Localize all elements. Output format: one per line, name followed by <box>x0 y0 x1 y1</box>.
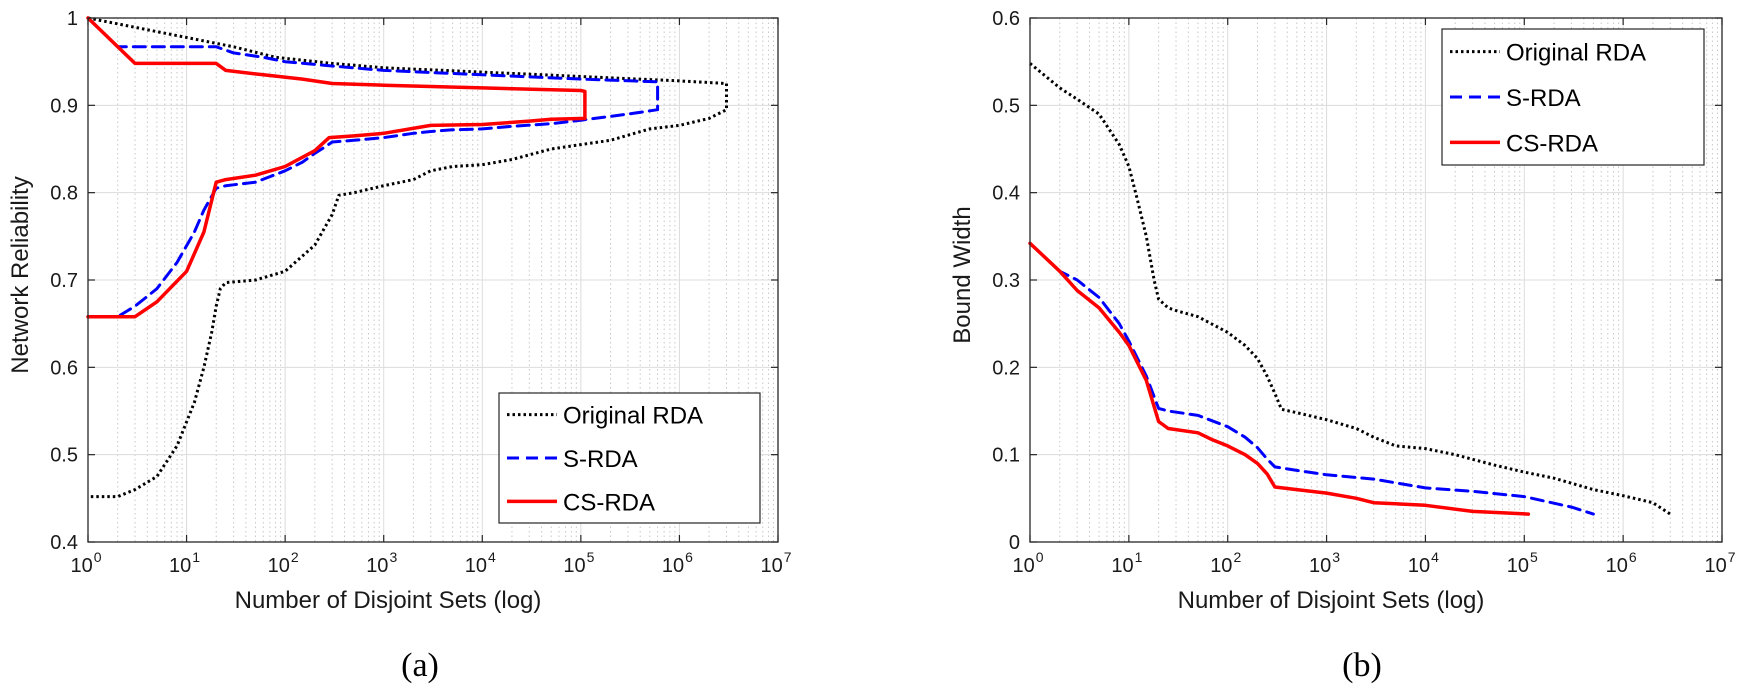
y-tick-label: 0.5 <box>50 445 78 467</box>
y-axis-label: Bound Width <box>949 206 976 343</box>
x-tick-label: 104 <box>1408 549 1439 577</box>
x-tick-label: 105 <box>1507 549 1538 577</box>
x-axis-label: Number of Disjoint Sets (log) <box>235 587 542 614</box>
y-tick-label: 0.6 <box>992 8 1020 30</box>
x-tick-label: 103 <box>366 549 397 577</box>
x-axis-label: Number of Disjoint Sets (log) <box>1178 587 1485 614</box>
y-tick-label: 0.2 <box>992 357 1020 379</box>
x-tick-label: 103 <box>1309 549 1340 577</box>
legend-label: S-RDA <box>563 446 638 473</box>
y-tick-label: 0.7 <box>50 270 78 292</box>
series-line-s-rda <box>86 16 660 319</box>
x-tick-label: 101 <box>1111 549 1142 577</box>
y-tick-label: 1 <box>67 8 78 30</box>
y-tick-label: 0.8 <box>50 183 78 205</box>
legend-label: CS-RDA <box>563 489 655 516</box>
chart-panel-0: 100 101 102 103 104 105 106 107 0.4 0.5 0.6 0.7 0.8 0… <box>7 8 792 684</box>
legend-label: Original RDA <box>563 403 703 430</box>
y-tick-label: 0.4 <box>992 183 1020 205</box>
x-tick-label: 102 <box>268 549 299 577</box>
y-tick-label: 0.6 <box>50 357 78 379</box>
legend: Original RDA S-RDA CS-RDA <box>498 392 761 524</box>
x-tick-label: 104 <box>465 549 496 577</box>
series-line-cs-rda <box>1028 241 1531 516</box>
panel-caption: (a) <box>401 647 439 684</box>
x-tick-label: 106 <box>662 549 693 577</box>
x-tick-label: 102 <box>1210 549 1241 577</box>
legend-label: S-RDA <box>1506 85 1581 112</box>
y-tick-label: 0.3 <box>992 270 1020 292</box>
y-tick-label: 0.1 <box>992 445 1020 467</box>
legend: Original RDA S-RDA CS-RDA <box>1441 28 1705 166</box>
y-tick-label: 0.9 <box>50 95 78 117</box>
legend-label: Original RDA <box>1506 40 1646 67</box>
series-line-s-rda <box>1028 241 1595 516</box>
x-tick-label: 107 <box>1704 549 1735 577</box>
x-tick-label: 107 <box>760 549 791 577</box>
x-tick-label: 105 <box>563 549 594 577</box>
series-line-cs-rda <box>86 16 587 319</box>
x-tick-label: 101 <box>169 549 200 577</box>
y-tick-label: 0.5 <box>992 95 1020 117</box>
x-tick-label: 100 <box>70 549 101 577</box>
y-axis-label: Network Reliability <box>7 176 34 373</box>
panel-caption: (b) <box>1342 647 1382 684</box>
y-tick-label: 0.4 <box>50 532 78 554</box>
chart-panel-1: 100 101 102 103 104 105 106 107 0 0.1 0.2 0.3 0.4 0.5… <box>949 8 1736 684</box>
series-line-original-rda <box>1029 62 1672 516</box>
x-tick-label: 106 <box>1606 549 1637 577</box>
legend-label: CS-RDA <box>1506 130 1598 157</box>
x-tick-label: 100 <box>1012 549 1043 577</box>
y-tick-label: 0 <box>1009 532 1020 554</box>
